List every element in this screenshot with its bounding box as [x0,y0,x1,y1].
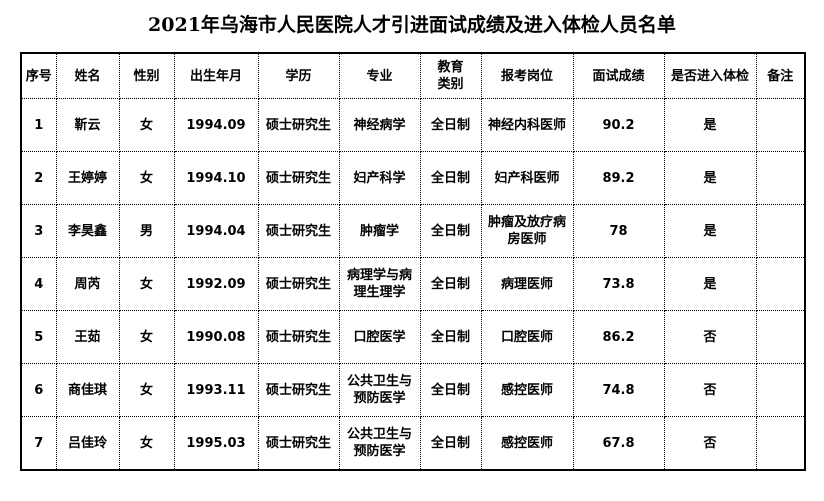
edu-type-cell: 全日制 [419,257,482,311]
name-cell: 王婷婷 [55,151,120,205]
score-cell: 89.2 [572,151,665,205]
physical-exam-cell: 是 [663,204,757,258]
birth-cell: 1995.03 [173,416,259,471]
header-name: 姓名 [55,52,120,99]
edu-type-cell: 全日制 [419,204,482,258]
header-edu-type: 教育类别 [419,52,482,99]
major-cell: 病理学与病理生理学 [338,257,421,311]
edu-type-cell: 全日制 [419,416,482,471]
gender-cell: 女 [118,98,175,152]
degree-cell: 硕士研究生 [257,363,340,417]
score-cell: 90.2 [572,98,665,152]
gender-cell: 女 [118,310,175,364]
major-cell: 肿瘤学 [338,204,421,258]
score-cell: 74.8 [572,363,665,417]
gender-cell: 女 [118,257,175,311]
position-cell: 神经内科医师 [480,98,574,152]
score-cell: 67.8 [572,416,665,471]
position-cell: 感控医师 [480,363,574,417]
header-birth: 出生年月 [173,52,259,99]
birth-cell: 1992.09 [173,257,259,311]
score-cell: 86.2 [572,310,665,364]
index-cell: 1 [20,98,57,152]
birth-cell: 1994.04 [173,204,259,258]
index-cell: 7 [20,416,57,471]
remarks-cell [755,98,806,152]
score-cell: 78 [572,204,665,258]
name-cell: 靳云 [55,98,120,152]
physical-exam-cell: 否 [663,310,757,364]
name-cell: 王茹 [55,310,120,364]
gender-cell: 女 [118,363,175,417]
remarks-cell [755,151,806,205]
table-row: 5 王茹女 1990.08 硕士研究生 口腔医学 全日制 口腔医师 86.2 否 [20,310,806,364]
table-row: 2 王婷婷女 1994.10 硕士研究生 妇产科学 全日制 妇产科医师 89.2 是 [20,151,806,205]
page-title: 2021年乌海市人民医院人才引进面试成绩及进入体检人员名单 [148,14,676,36]
remarks-cell [755,257,806,311]
edu-type-cell: 全日制 [419,98,482,152]
position-cell: 病理医师 [480,257,574,311]
index-cell: 3 [20,204,57,258]
header-physical-exam: 是否进入体检 [663,52,757,99]
header-remarks: 备注 [755,52,806,99]
position-cell: 口腔医师 [480,310,574,364]
physical-exam-cell: 是 [663,257,757,311]
physical-exam-cell: 否 [663,416,757,471]
position-cell: 感控医师 [480,416,574,471]
degree-cell: 硕士研究生 [257,151,340,205]
header-degree: 学历 [257,52,340,99]
table-row: 6 商佳琪女 1993.11 硕士研究生 公共卫生与预防医学 全日制 感控医师 74.8 否 [20,363,806,417]
table-row: 3 李昊鑫男 1994.04 硕士研究生 肿瘤学 全日制 肿瘤及放疗病房医师 78 是 [20,204,806,258]
index-cell: 6 [20,363,57,417]
name-cell: 李昊鑫 [55,204,120,258]
major-cell: 妇产科学 [338,151,421,205]
physical-exam-cell: 否 [663,363,757,417]
remarks-cell [755,204,806,258]
edu-type-cell: 全日制 [419,310,482,364]
major-cell: 神经病学 [338,98,421,152]
birth-cell: 1994.09 [173,98,259,152]
table-row: 1 靳云女 1994.09 硕士研究生 神经病学 全日制 神经内科医师 90.2 是 [20,98,806,152]
degree-cell: 硕士研究生 [257,310,340,364]
name-cell: 吕佳玲 [55,416,120,471]
gender-cell: 女 [118,416,175,471]
gender-cell: 男 [118,204,175,258]
index-cell: 2 [20,151,57,205]
degree-cell: 硕士研究生 [257,257,340,311]
remarks-cell [755,310,806,364]
birth-cell: 1994.10 [173,151,259,205]
edu-type-cell: 全日制 [419,363,482,417]
major-cell: 公共卫生与预防医学 [338,416,421,471]
name-cell: 周芮 [55,257,120,311]
degree-cell: 硕士研究生 [257,416,340,471]
results-table: 序号 姓名 性别 出生年月 学历 专业 教育类别 报考岗位 面试成绩 是否进入体检 备注 1 靳云女 1… [20,52,806,471]
remarks-cell [755,416,806,471]
position-cell: 妇产科医师 [480,151,574,205]
physical-exam-cell: 是 [663,151,757,205]
birth-cell: 1993.11 [173,363,259,417]
name-cell: 商佳琪 [55,363,120,417]
remarks-cell [755,363,806,417]
index-cell: 4 [20,257,57,311]
score-cell: 73.8 [572,257,665,311]
header-gender: 性别 [118,52,175,99]
header-score: 面试成绩 [572,52,665,99]
birth-cell: 1990.08 [173,310,259,364]
edu-type-cell: 全日制 [419,151,482,205]
degree-cell: 硕士研究生 [257,98,340,152]
gender-cell: 女 [118,151,175,205]
header-index: 序号 [20,52,57,99]
header-major: 专业 [338,52,421,99]
physical-exam-cell: 是 [663,98,757,152]
table-row: 4 周芮女 1992.09 硕士研究生 病理学与病理生理学 全日制 病理医师 73.8 是 [20,257,806,311]
position-cell: 肿瘤及放疗病房医师 [480,204,574,258]
header-row: 序号 姓名 性别 出生年月 学历 专业 教育类别 报考岗位 面试成绩 是否进入体检 备注 [20,52,806,99]
major-cell: 公共卫生与预防医学 [338,363,421,417]
index-cell: 5 [20,310,57,364]
table-row: 7 吕佳玲女 1995.03 硕士研究生 公共卫生与预防医学 全日制 感控医师 67.8 否 [20,416,806,471]
major-cell: 口腔医学 [338,310,421,364]
header-position: 报考岗位 [480,52,574,99]
degree-cell: 硕士研究生 [257,204,340,258]
